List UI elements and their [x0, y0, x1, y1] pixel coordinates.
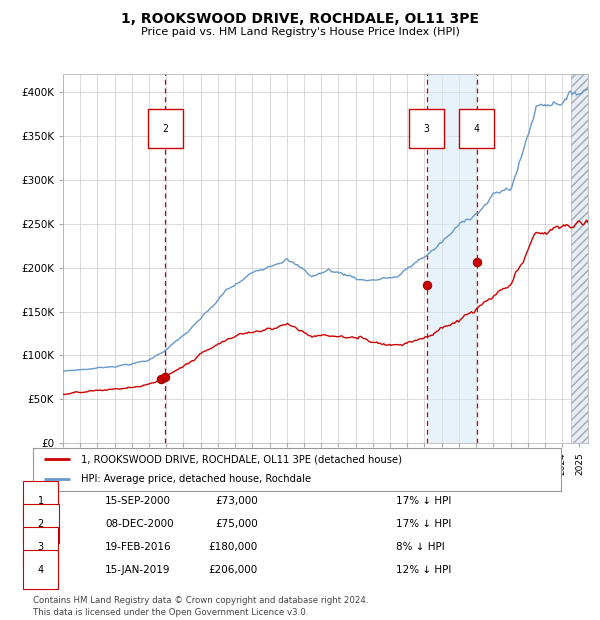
Text: 1, ROOKSWOOD DRIVE, ROCHDALE, OL11 3PE: 1, ROOKSWOOD DRIVE, ROCHDALE, OL11 3PE — [121, 12, 479, 27]
Text: 15-SEP-2000: 15-SEP-2000 — [105, 496, 171, 506]
Text: £73,000: £73,000 — [215, 496, 258, 506]
Text: 17% ↓ HPI: 17% ↓ HPI — [396, 519, 451, 529]
Text: 15-JAN-2019: 15-JAN-2019 — [105, 565, 170, 575]
Text: 4: 4 — [38, 565, 44, 575]
Text: 12% ↓ HPI: 12% ↓ HPI — [396, 565, 451, 575]
Bar — [571, 74, 592, 443]
Text: 19-FEB-2016: 19-FEB-2016 — [105, 542, 172, 552]
Text: 08-DEC-2000: 08-DEC-2000 — [105, 519, 173, 529]
Text: 2: 2 — [162, 124, 168, 134]
Text: £75,000: £75,000 — [215, 519, 258, 529]
Text: 2: 2 — [38, 519, 44, 529]
Text: 3: 3 — [38, 542, 44, 552]
Text: Price paid vs. HM Land Registry's House Price Index (HPI): Price paid vs. HM Land Registry's House … — [140, 27, 460, 37]
Text: 4: 4 — [474, 124, 480, 134]
Text: 1, ROOKSWOOD DRIVE, ROCHDALE, OL11 3PE (detached house): 1, ROOKSWOOD DRIVE, ROCHDALE, OL11 3PE (… — [80, 454, 401, 464]
Text: Contains HM Land Registry data © Crown copyright and database right 2024.
This d: Contains HM Land Registry data © Crown c… — [33, 596, 368, 617]
Text: £180,000: £180,000 — [209, 542, 258, 552]
Text: 3: 3 — [424, 124, 430, 134]
Bar — [427, 74, 477, 443]
Text: 17% ↓ HPI: 17% ↓ HPI — [396, 496, 451, 506]
Text: £206,000: £206,000 — [209, 565, 258, 575]
Text: 1: 1 — [38, 496, 44, 506]
Text: 8% ↓ HPI: 8% ↓ HPI — [396, 542, 445, 552]
Text: HPI: Average price, detached house, Rochdale: HPI: Average price, detached house, Roch… — [80, 474, 311, 484]
